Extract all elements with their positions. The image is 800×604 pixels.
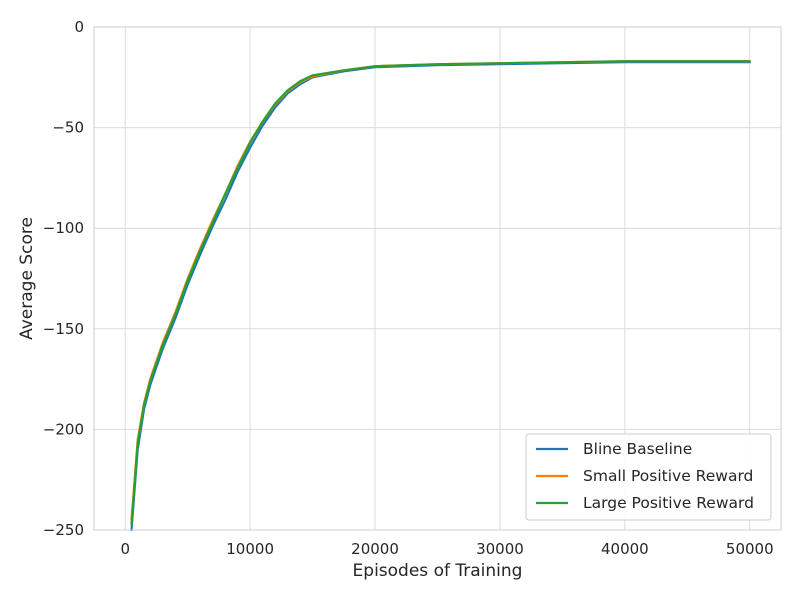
tick-labels: 0 10000 20000 30000 40000 50000 0 −50 −100 −150 −2… — [43, 18, 774, 558]
plot-frame — [93, 26, 782, 531]
y-tick-label: −100 — [43, 219, 84, 237]
legend-label: Bline Baseline — [583, 440, 692, 458]
y-tick-label: 0 — [74, 18, 84, 36]
x-tick-label: 10000 — [226, 540, 274, 558]
x-tick-label: 20000 — [351, 540, 399, 558]
series-line-2 — [130, 60, 751, 526]
x-tick-label: 0 — [120, 540, 130, 558]
y-tick-label: −200 — [43, 420, 84, 438]
series-lines — [130, 60, 751, 532]
y-tick-label: −150 — [43, 320, 84, 338]
x-axis-title: Episodes of Training — [353, 561, 523, 581]
legend-label: Large Positive Reward — [583, 494, 754, 512]
x-tick-label: 50000 — [726, 540, 774, 558]
legend-label: Small Positive Reward — [583, 467, 753, 485]
legend: Bline Baseline Small Positive Reward Large… — [525, 433, 772, 521]
x-tick-label: 40000 — [601, 540, 649, 558]
legend-box — [525, 433, 772, 521]
y-tick-label: −50 — [52, 119, 84, 137]
y-tick-label: −250 — [43, 521, 84, 539]
y-axis-title: Average Score — [17, 217, 37, 340]
x-tick-label: 30000 — [476, 540, 524, 558]
